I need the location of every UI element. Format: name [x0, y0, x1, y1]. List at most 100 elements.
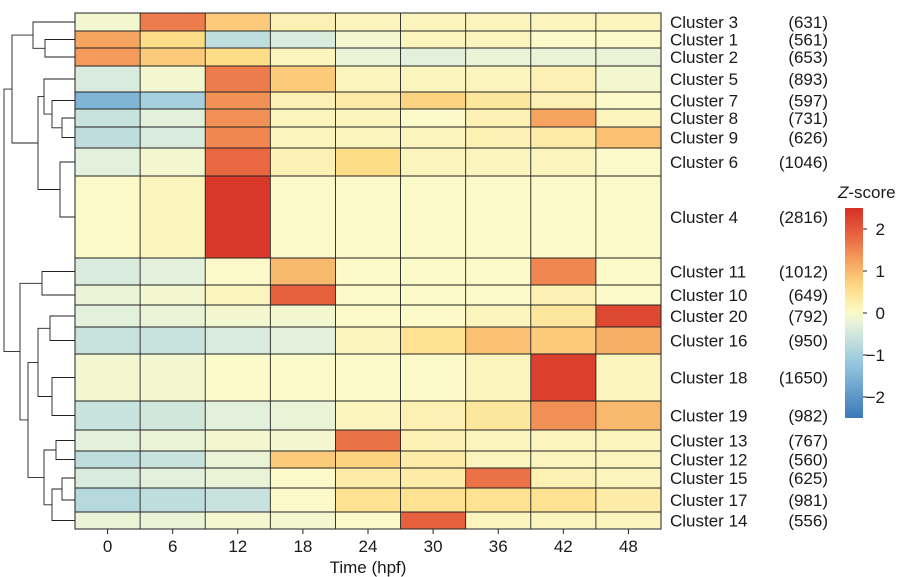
colorbar-tick-label: 0	[876, 304, 885, 323]
heatmap-cell	[595, 488, 662, 512]
heatmap-cell	[595, 354, 662, 401]
heatmap-cell	[465, 48, 532, 66]
x-axis-label: Time (hpf)	[330, 558, 407, 577]
heatmap-cell	[335, 127, 401, 148]
heatmap-cell	[205, 13, 271, 31]
row-label: Cluster 4	[670, 208, 738, 227]
heatmap-cell	[530, 48, 597, 66]
x-tick-label: 6	[168, 537, 177, 556]
dendrogram-branch	[43, 449, 56, 506]
heatmap-cell	[75, 31, 141, 48]
row-label: Cluster 9	[670, 129, 738, 148]
heatmap-cell	[530, 66, 597, 92]
heatmap-cell	[75, 512, 141, 529]
heatmap-cell	[400, 327, 466, 354]
heatmap-cell	[465, 31, 532, 48]
row-label: Cluster 17	[670, 491, 747, 510]
row-count-label: (1012)	[779, 263, 828, 282]
heatmap-cell	[75, 92, 141, 109]
heatmap-cell	[530, 109, 597, 127]
x-axis-ticks: 0 6 12 18 24 30 36 42 48	[103, 529, 638, 556]
dendrogram-branch	[51, 377, 75, 416]
heatmap-cell	[140, 258, 206, 285]
colorbar-title: Z-score	[837, 183, 896, 202]
heatmap-cell	[335, 31, 401, 48]
heatmap-cell	[205, 285, 271, 305]
row-label: Cluster 2	[670, 48, 738, 67]
heatmap-cell	[465, 354, 532, 401]
colorbar-tick-label: −1	[866, 346, 885, 365]
row-label: Cluster 19	[670, 407, 747, 426]
heatmap-cell	[400, 430, 466, 451]
heatmap-cell	[530, 31, 597, 48]
heatmap-cell	[140, 127, 206, 148]
heatmap-cell	[465, 451, 532, 468]
heatmap-cell	[205, 354, 271, 401]
heatmap-cell	[205, 127, 271, 148]
heatmap-cell	[140, 354, 206, 401]
row-count-label: (597)	[788, 92, 828, 111]
heatmap-cell	[530, 512, 597, 529]
heatmap-cell	[530, 127, 597, 148]
dendrogram-branch	[61, 477, 75, 501]
row-label: Cluster 6	[670, 153, 738, 172]
row-label: Cluster 13	[670, 432, 747, 451]
row-count-label: (626)	[788, 129, 828, 148]
heatmap-cell	[140, 148, 206, 176]
heatmap-cell	[530, 430, 597, 451]
heatmap-cell	[465, 109, 532, 127]
row-count-label: (981)	[788, 491, 828, 510]
row-count-label: (561)	[788, 31, 828, 50]
heatmap-cell	[75, 148, 141, 176]
heatmap-cell	[270, 109, 336, 127]
heatmap-cell	[270, 92, 336, 109]
heatmap-cell	[75, 305, 141, 327]
row-count-label: (982)	[788, 407, 828, 426]
heatmap-cell	[465, 305, 532, 327]
x-tick-label: 36	[489, 537, 508, 556]
heatmap-cell	[335, 468, 401, 488]
dendrogram-branch	[27, 361, 44, 478]
x-tick-label: 18	[293, 537, 312, 556]
heatmap-cell	[465, 468, 532, 488]
heatmap-cell	[595, 148, 662, 176]
x-tick-label: 0	[103, 537, 112, 556]
heatmap-cell	[75, 66, 141, 92]
row-count-label: (560)	[788, 451, 828, 470]
heatmap-cell	[140, 176, 206, 258]
heatmap-cell	[270, 31, 336, 48]
heatmap-cell	[140, 48, 206, 66]
heatmap-cell	[270, 305, 336, 327]
heatmap-cell	[595, 285, 662, 305]
dendrogram-branch	[51, 100, 75, 129]
row-count-label: (2816)	[779, 208, 828, 227]
heatmap-cell	[270, 488, 336, 512]
heatmap-cell	[595, 430, 662, 451]
dendrogram-branch	[3, 88, 20, 353]
heatmap-cell	[270, 258, 336, 285]
row-count-label: (625)	[788, 469, 828, 488]
heatmap-cell	[335, 13, 401, 31]
heatmap-cell	[140, 401, 206, 430]
heatmap-cell	[335, 327, 401, 354]
heatmap-cell	[205, 148, 271, 176]
heatmap-cell	[75, 176, 141, 258]
heatmap-cell	[465, 327, 532, 354]
heatmap-cell	[465, 127, 532, 148]
heatmap-cell	[335, 48, 401, 66]
heatmap-cell	[400, 285, 466, 305]
heatmap-cell	[335, 512, 401, 529]
heatmap-cell	[270, 13, 336, 31]
row-label: Cluster 18	[670, 369, 747, 388]
colorbar-tick-label: 2	[876, 220, 885, 239]
row-label: Cluster 8	[670, 109, 738, 128]
heatmap-cell	[400, 512, 466, 529]
heatmap-cell	[75, 285, 141, 305]
row-count-label: (556)	[788, 512, 828, 531]
dendrogram-branch	[59, 161, 75, 218]
heatmap-cell	[530, 13, 597, 31]
heatmap-cell	[270, 48, 336, 66]
row-count-label: (792)	[788, 307, 828, 326]
row-label: Cluster 14	[670, 512, 747, 531]
